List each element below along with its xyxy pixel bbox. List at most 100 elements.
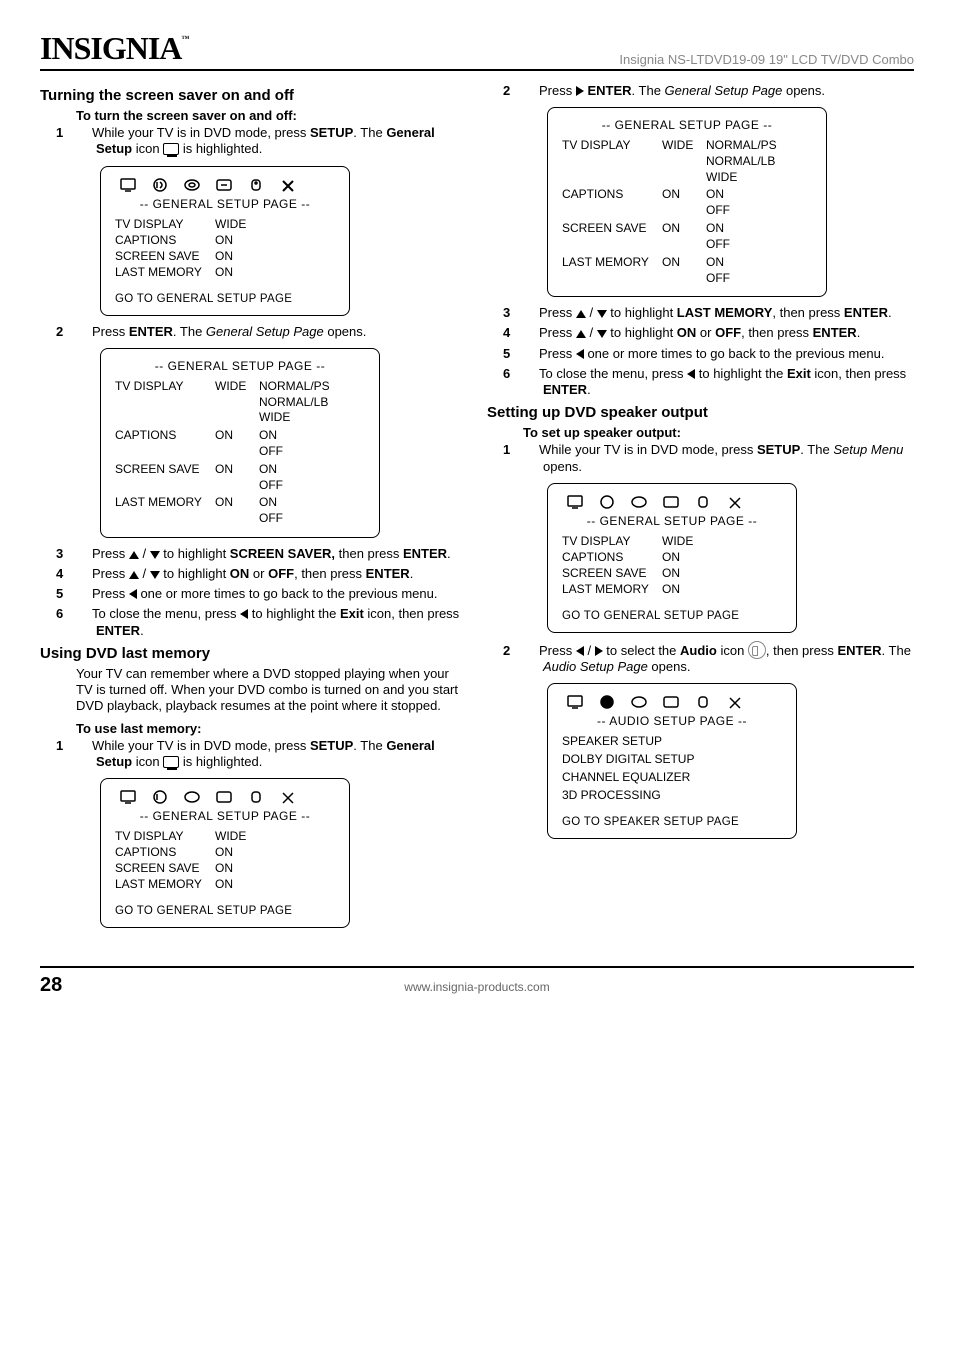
general-setup-menu-2: -- GENERAL SETUP PAGE -- TV DISPLAYWIDEN… [100,348,380,538]
text: . [587,382,591,397]
text: Press [92,566,129,581]
preference-icon [247,789,265,805]
menu-label: SCREEN SAVE [115,249,215,263]
trademark: ™ [181,34,188,43]
menu-label: LAST MEMORY [115,495,215,509]
menu-label: TV DISPLAY [115,829,215,843]
menu-item: CHANNEL EQUALIZER [562,770,782,784]
last-memory-body: Your TV can remember where a DVD stopped… [76,666,467,715]
key-enter: ENTER [129,324,173,339]
menu-title: -- GENERAL SETUP PAGE -- [562,514,782,528]
general-setup-menu-4: -- GENERAL SETUP PAGE -- TV DISPLAYWIDE … [547,483,797,633]
menu-footer: GO TO SPEAKER SETUP PAGE [562,816,782,828]
footer-url: www.insignia-products.com [100,974,854,997]
key-enter: ENTER [96,623,140,638]
general-setup-menu-1: -- GENERAL SETUP PAGE -- TV DISPLAYWIDE … [100,166,350,316]
menu-title: -- AUDIO SETUP PAGE -- [562,714,782,728]
key-enter: ENTER [403,546,447,561]
preference-icon [247,177,265,193]
text: General Setup Page [206,324,324,339]
menu-value: WIDE [215,829,259,843]
dolby-icon [183,789,201,805]
menu-label: SCREEN SAVE [562,221,662,235]
text: / [584,643,595,658]
menu-label: CAPTIONS [562,187,662,201]
text: ON [677,325,697,340]
dolby-icon [630,494,648,510]
menu-footer: GO TO GENERAL SETUP PAGE [115,293,335,305]
text: LAST MEMORY [677,305,773,320]
key-setup: SETUP [310,125,353,140]
text: Press [539,325,576,340]
text: . [447,546,451,561]
menu-value: ON [215,428,259,442]
menu-value: ON [662,187,706,201]
general-setup-icon [163,756,179,768]
general-setup-menu-right: -- GENERAL SETUP PAGE -- TV DISPLAYWIDEN… [547,107,827,297]
menu-value: WIDE [662,534,706,548]
text: to select the [603,643,680,658]
down-arrow-icon [597,310,607,318]
sp-step-2: 2Press / to select the Audio icon , then… [523,641,914,676]
menu-opt: ON [706,221,812,235]
menu-label: TV DISPLAY [115,217,215,231]
text: to highlight [160,566,230,581]
tv-icon [566,494,584,510]
left-arrow-icon [576,349,584,359]
audio-setup-icon [748,641,766,659]
text: opens. [324,324,367,339]
audio-icon [598,494,616,510]
menu-value: WIDE [215,379,259,393]
text: icon, then press [811,366,906,381]
tv-icon [119,177,137,193]
general-setup-icon [163,143,179,155]
section-last-memory-title: Using DVD last memory [40,645,467,662]
menu-value: ON [215,249,259,263]
header-subtitle: Insignia NS-LTDVD19-09 19" LCD TV/DVD Co… [619,52,914,67]
exit-icon [726,694,744,710]
menu-opt: ON [259,495,365,509]
text: SCREEN SAVER, [230,546,335,561]
menu-value: ON [215,495,259,509]
lm-step-4: 4Press / to highlight ON or OFF, then pr… [523,325,914,341]
preference-icon [694,694,712,710]
right-arrow-icon [595,646,603,656]
page-number: 28 [40,974,100,997]
last-memory-subheading: To use last memory: [76,721,467,736]
text: Exit [340,606,364,621]
menu-opt: ON [259,462,365,476]
menu-opt: OFF [706,203,812,219]
down-arrow-icon [150,571,160,579]
video-icon [662,494,680,510]
text: Setup Menu [833,442,903,457]
menu-opt: NORMAL/LB [706,154,812,170]
text: one or more times to go back to the prev… [137,586,438,601]
text: , then press [766,643,838,658]
text: to highlight [607,325,677,340]
menu-opt: OFF [706,237,812,253]
text: / [139,566,150,581]
text: . The [353,738,386,753]
menu-label: TV DISPLAY [115,379,215,393]
step-6: 6To close the menu, press to highlight t… [76,606,467,639]
key-setup: SETUP [310,738,353,753]
exit-icon [279,789,297,805]
menu-opt: OFF [259,444,365,460]
section-screen-saver-title: Turning the screen saver on and off [40,87,467,104]
menu-opt: NORMAL/LB [259,395,365,411]
right-column: 2Press ENTER. The General Setup Page ope… [487,81,914,936]
menu-value: ON [662,550,706,564]
key-enter: ENTER [587,83,631,98]
text: , then press [772,305,844,320]
audio-icon [151,789,169,805]
lm-step-1: 1While your TV is in DVD mode, press SET… [76,738,467,771]
page-header: INSIGNIA™ Insignia NS-LTDVD19-09 19" LCD… [40,30,914,71]
menu-label: TV DISPLAY [562,138,662,152]
text: / [139,546,150,561]
text: Press [92,324,129,339]
text: to highlight the [695,366,787,381]
key-enter: ENTER [366,566,410,581]
page-footer: 28 www.insignia-products.com [40,966,914,997]
text: . [410,566,414,581]
menu-item: DOLBY DIGITAL SETUP [562,752,782,766]
